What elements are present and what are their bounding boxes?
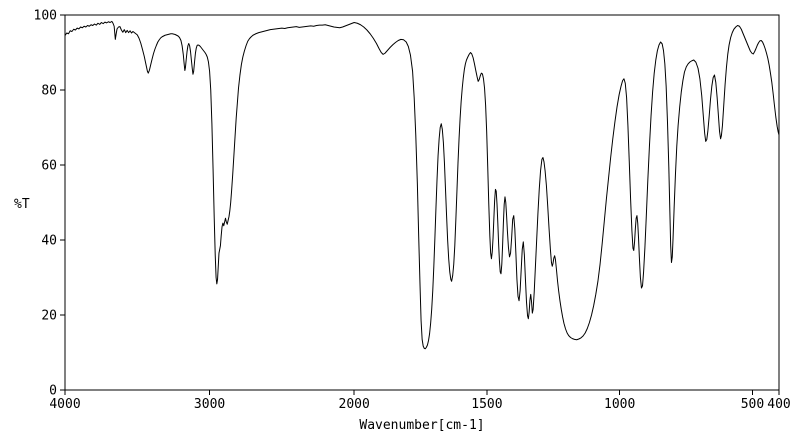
y-axis-tick-labels: 0 20 40 60 80 100 xyxy=(34,9,57,399)
x-tick-label: 500 xyxy=(741,397,764,412)
y-tick-label: 80 xyxy=(41,84,57,99)
spectrum-trace xyxy=(64,20,780,350)
y-axis-ticks xyxy=(60,14,65,391)
y-tick-label: 60 xyxy=(41,159,57,174)
x-tick-label: 3000 xyxy=(194,397,225,412)
x-axis-title: Wavenumber[cm-1] xyxy=(359,418,484,433)
x-tick-label: 1500 xyxy=(471,397,502,412)
plot-frame xyxy=(64,14,780,391)
x-tick-label: 4000 xyxy=(49,397,80,412)
y-tick-label: 20 xyxy=(41,309,57,324)
y-tick-label: 40 xyxy=(41,234,57,249)
x-axis-ticks xyxy=(64,390,780,395)
y-tick-label: 0 xyxy=(49,384,57,399)
x-tick-label: 1000 xyxy=(604,397,635,412)
x-tick-label: 2000 xyxy=(339,397,370,412)
x-axis-tick-labels: 4000 3000 2000 1500 1000 500 400 xyxy=(49,397,790,412)
y-tick-label: 100 xyxy=(34,9,57,24)
x-tick-label: 400 xyxy=(767,397,790,412)
y-axis-title: %T xyxy=(14,197,30,212)
